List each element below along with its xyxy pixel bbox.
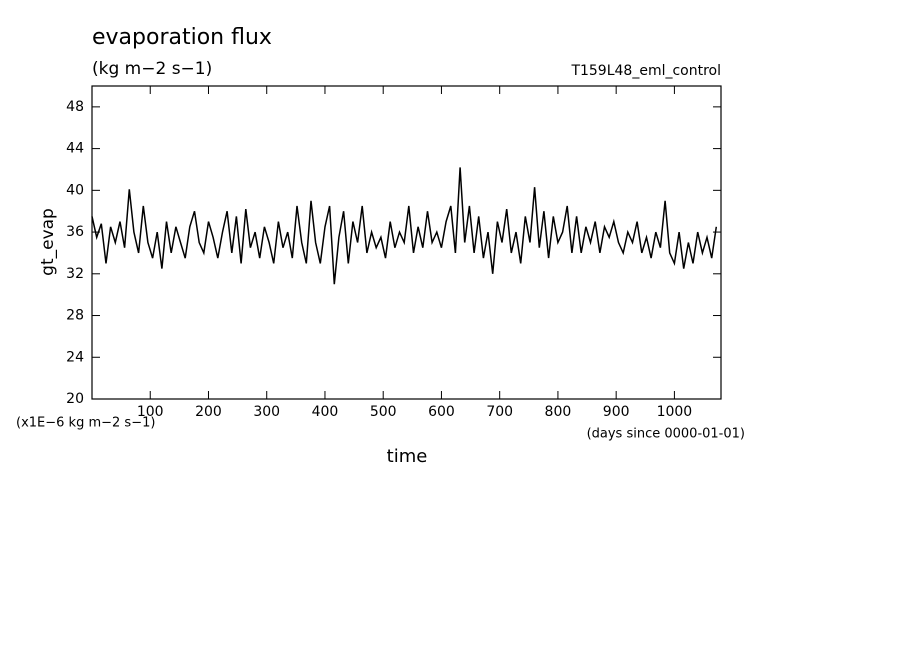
y-tick-label: 48	[66, 99, 84, 115]
y-tick-label: 28	[66, 308, 84, 324]
y-units: (x1E−6 kg m−2 s−1)	[16, 416, 155, 431]
y-axis-label: gt_evap	[38, 208, 58, 276]
x-axis-label: time	[387, 446, 428, 467]
y-tick-label: 36	[66, 224, 84, 240]
x-tick-label: 600	[428, 404, 455, 420]
experiment-label: T159L48_eml_control	[570, 63, 721, 79]
x-units: (days since 0000-01-01)	[587, 427, 745, 442]
data-line	[91, 167, 718, 285]
x-tick-label: 500	[370, 404, 397, 420]
x-tick-label: 100	[137, 404, 164, 420]
y-tick-label: 40	[66, 182, 84, 198]
y-tick-label: 32	[66, 266, 84, 282]
x-tick-label: 300	[253, 404, 280, 420]
x-tick-label: 800	[545, 404, 572, 420]
y-tick-label: 20	[66, 391, 84, 407]
y-tick-label: 44	[66, 141, 84, 157]
x-tick-label: 1000	[657, 404, 693, 420]
y-tick-label: 24	[66, 349, 84, 365]
chart-subtitle: (kg m−2 s−1)	[92, 59, 212, 79]
x-tick-label: 200	[195, 404, 222, 420]
plot-frame	[91, 85, 722, 400]
x-tick-label: 900	[603, 404, 630, 420]
x-tick-label: 700	[486, 404, 513, 420]
chart-title: evaporation flux	[92, 25, 272, 50]
x-tick-label: 400	[312, 404, 339, 420]
